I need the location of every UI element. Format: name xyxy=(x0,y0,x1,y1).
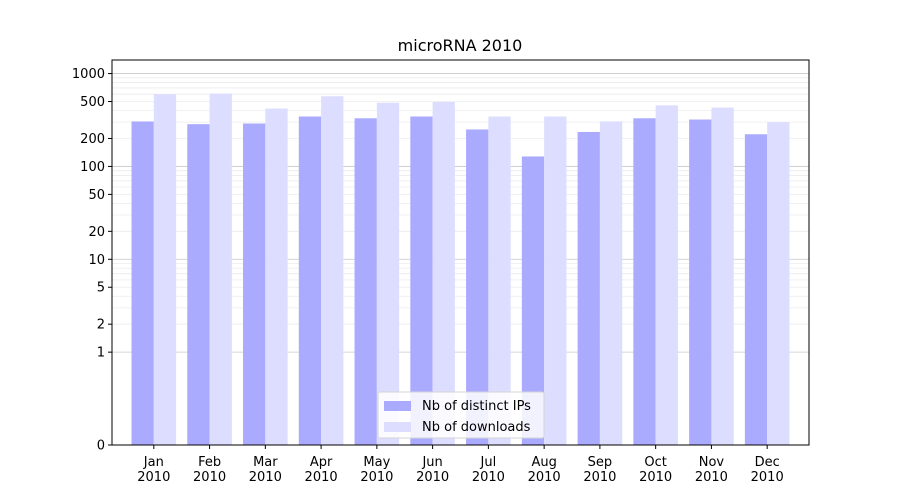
y-tick-label: 20 xyxy=(88,225,105,240)
y-tick-label: 500 xyxy=(80,95,105,110)
bar-downloads xyxy=(153,94,177,445)
x-tick-label: Nov 2010 xyxy=(695,455,728,485)
plot-frame xyxy=(111,59,810,446)
x-tick-label: Feb 2010 xyxy=(193,455,226,485)
legend-label: Nb of downloads xyxy=(422,420,531,435)
bar-downloads xyxy=(488,116,511,446)
x-tick-label: Apr 2010 xyxy=(305,455,338,485)
bar-downloads xyxy=(655,105,678,445)
y-tick-label: 100 xyxy=(80,160,105,175)
x-tick-label: May 2010 xyxy=(360,455,393,485)
x-tick-label: Jun 2010 xyxy=(416,455,449,485)
bar-downloads xyxy=(209,93,232,445)
bar-downloads xyxy=(599,121,623,445)
bar-distinct-ips xyxy=(633,118,656,446)
y-tick-label: 1000 xyxy=(72,67,105,82)
bars-layer xyxy=(131,93,790,446)
bar-distinct-ips xyxy=(521,156,545,445)
bar-downloads xyxy=(711,107,734,445)
x-tick-label: Dec 2010 xyxy=(751,455,784,485)
bar-distinct-ips xyxy=(689,119,712,445)
bar-distinct-ips xyxy=(131,121,154,445)
legend: Nb of distinct IPs Nb of downloads xyxy=(377,391,545,439)
x-tick-label: Sep 2010 xyxy=(583,455,616,485)
bar-distinct-ips xyxy=(298,116,322,446)
chart-title: microRNA 2010 xyxy=(398,36,523,55)
x-tick-label: Jul 2010 xyxy=(472,455,505,485)
x-tick-label: Aug 2010 xyxy=(528,455,561,485)
bar-distinct-ips xyxy=(577,131,600,445)
x-tick-label: Mar 2010 xyxy=(249,455,282,485)
bar-downloads xyxy=(376,102,400,445)
legend-swatch xyxy=(384,401,411,411)
x-axis: Jan 2010 Feb 2010 Mar 2010 Apr 2010 May 2010 Jun 20… xyxy=(137,445,784,485)
bar-distinct-ips xyxy=(744,134,768,445)
y-axis: 0 1 2 5 10 20 50 100 200 500 1000 xyxy=(72,67,112,454)
bar-downloads xyxy=(432,101,455,446)
y-tick-label: 200 xyxy=(80,132,105,147)
bar-distinct-ips xyxy=(466,129,489,445)
bar-distinct-ips xyxy=(410,116,433,446)
bar-downloads xyxy=(767,122,790,446)
legend-box xyxy=(377,391,545,439)
x-tick-label: Oct 2010 xyxy=(639,455,672,485)
legend-swatch xyxy=(384,422,411,432)
y-tick-label: 0 xyxy=(97,439,105,454)
bar-downloads xyxy=(265,108,288,445)
bar-downloads xyxy=(544,116,567,446)
y-tick-label: 10 xyxy=(88,253,105,268)
bar-distinct-ips xyxy=(187,124,210,445)
bar-distinct-ips xyxy=(243,123,266,445)
legend-label: Nb of distinct IPs xyxy=(422,399,531,414)
y-tick-label: 5 xyxy=(97,281,105,296)
y-tick-label: 1 xyxy=(97,346,105,361)
y-tick-label: 2 xyxy=(97,318,105,333)
y-tick-label: 50 xyxy=(88,188,105,203)
bar-distinct-ips xyxy=(354,118,377,446)
x-tick-label: Jan 2010 xyxy=(137,455,170,485)
bar-downloads xyxy=(321,96,344,445)
